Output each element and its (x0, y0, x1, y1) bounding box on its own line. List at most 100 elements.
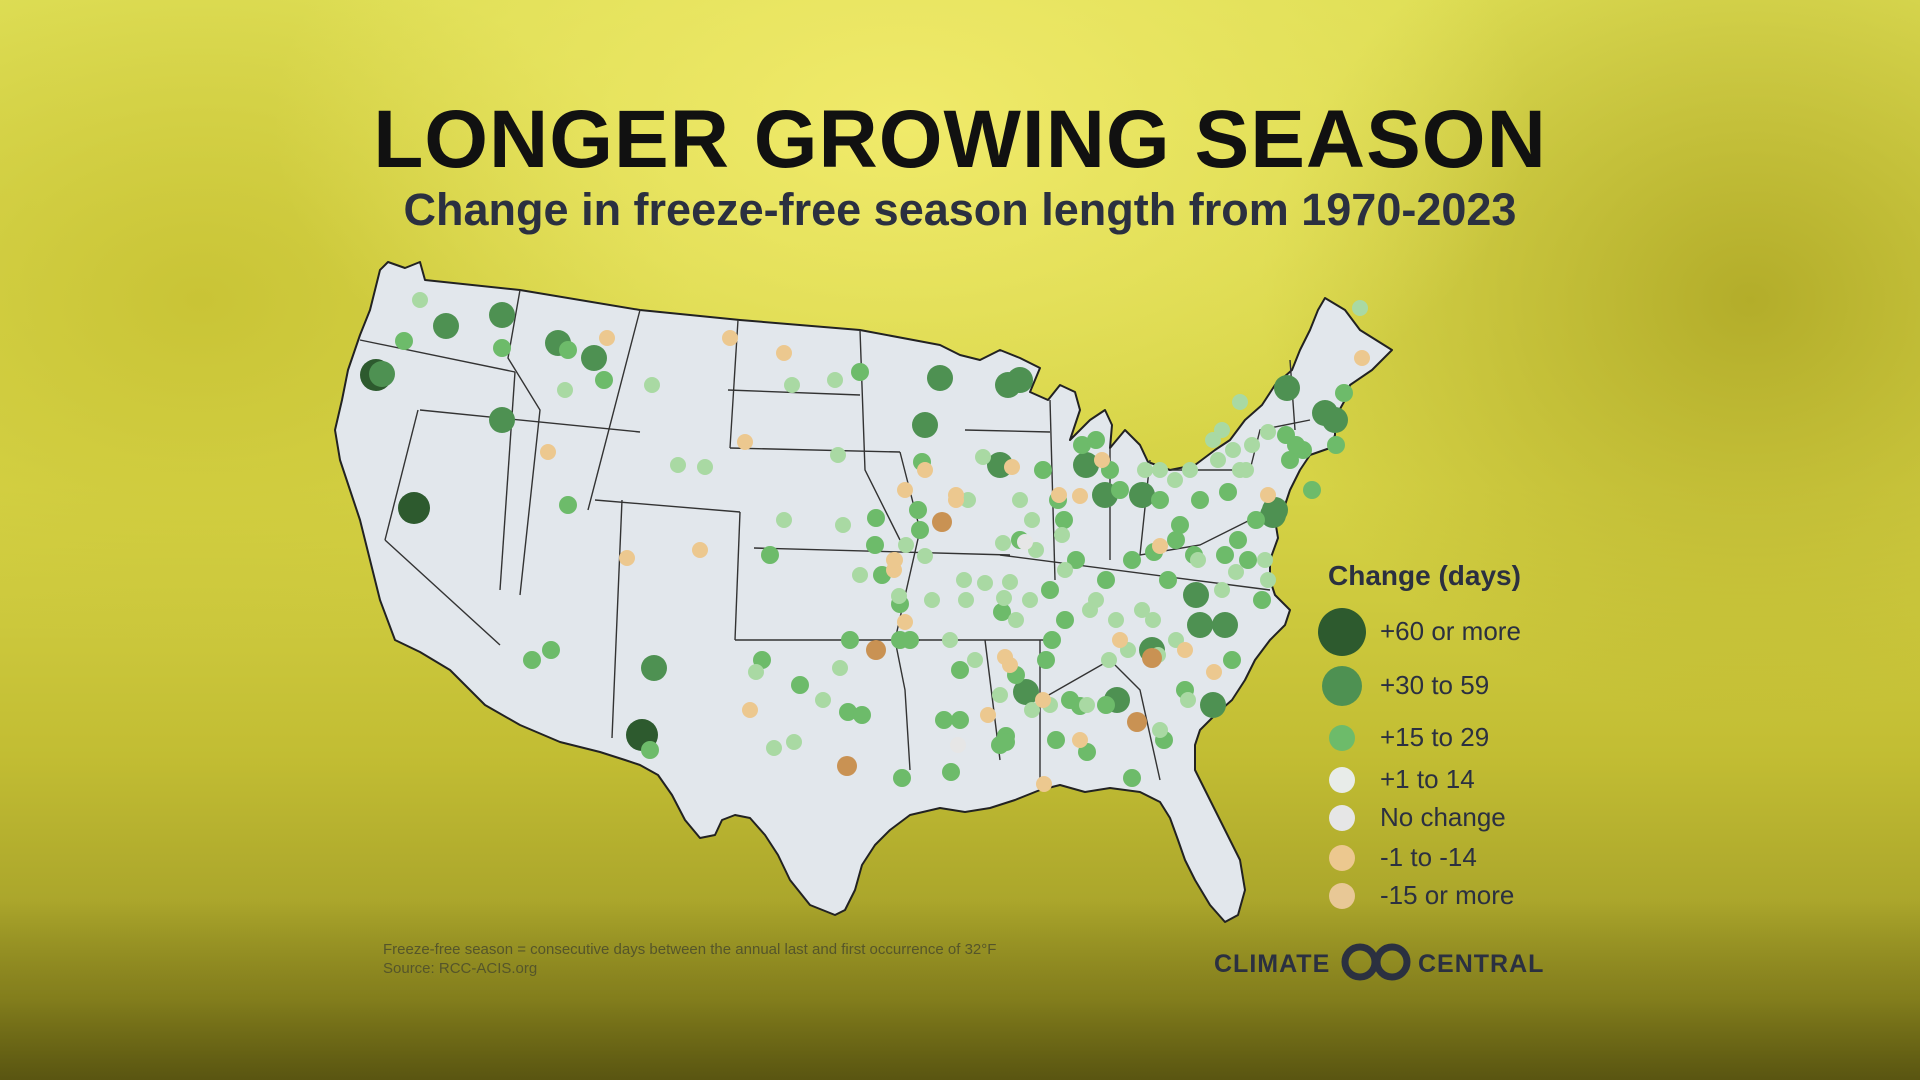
station-dot (742, 702, 758, 718)
station-dot (1002, 657, 1018, 673)
station-dot (1142, 648, 1162, 668)
station-dot (1352, 300, 1368, 316)
station-dot (827, 372, 843, 388)
legend-label: -15 or more (1380, 880, 1515, 910)
station-dot (1260, 572, 1276, 588)
station-dot (1087, 431, 1105, 449)
station-dot (815, 692, 831, 708)
station-dot (1354, 350, 1370, 366)
station-dot (1073, 436, 1091, 454)
station-dot (1187, 612, 1213, 638)
station-dot (1034, 461, 1052, 479)
station-dot (958, 592, 974, 608)
station-dot (1004, 459, 1020, 475)
station-dot (599, 330, 615, 346)
station-dot (1159, 571, 1177, 589)
legend-title: Change (days) (1328, 560, 1521, 591)
station-dot (1111, 481, 1129, 499)
station-dot (737, 434, 753, 450)
station-dot (898, 537, 914, 553)
station-dot (995, 535, 1011, 551)
station-dot (1182, 462, 1198, 478)
station-dots (360, 292, 1370, 792)
station-dot (948, 487, 964, 503)
logo-text-central: CENTRAL (1418, 950, 1545, 978)
climate-central-logo: CLIMATE CENTRAL (1214, 940, 1544, 986)
station-dot (832, 660, 848, 676)
station-dot (1108, 612, 1124, 628)
station-dot (697, 459, 713, 475)
station-dot (993, 603, 1011, 621)
station-dot (1335, 384, 1353, 402)
station-dot (886, 552, 902, 568)
station-dot (1072, 488, 1088, 504)
station-dot (891, 588, 907, 604)
station-dot (867, 509, 885, 527)
station-dot (1127, 712, 1147, 732)
station-dot (1151, 491, 1169, 509)
legend-label: +1 to 14 (1380, 764, 1475, 794)
station-dot (977, 575, 993, 591)
station-dot (911, 521, 929, 539)
station-dot (837, 756, 857, 776)
station-dot (1206, 664, 1222, 680)
station-dot (540, 444, 556, 460)
station-dot (791, 676, 809, 694)
station-dot (1180, 692, 1196, 708)
station-dot (1097, 696, 1115, 714)
station-dot (784, 377, 800, 393)
station-dot (956, 572, 972, 588)
legend-label: +60 or more (1380, 616, 1521, 646)
legend-swatch (1318, 608, 1366, 656)
station-dot (893, 769, 911, 787)
grass-background (0, 900, 1920, 1080)
station-dot (1123, 769, 1141, 787)
station-dot (975, 449, 991, 465)
station-dot (581, 345, 607, 371)
station-dot (1067, 551, 1085, 569)
station-dot (917, 462, 933, 478)
legend-item: +15 to 29 (1300, 718, 1600, 758)
page-subtitle: Change in freeze-free season length from… (403, 184, 1517, 235)
logo-rings-icon (1341, 943, 1411, 981)
station-dot (1287, 436, 1305, 454)
station-dot (1260, 487, 1276, 503)
station-dot (897, 482, 913, 498)
station-dot (980, 707, 996, 723)
station-dot (1017, 534, 1033, 550)
station-dot (992, 687, 1008, 703)
station-dot (924, 592, 940, 608)
station-dot (950, 737, 966, 753)
footnote: Freeze-free season = consecutive days be… (383, 940, 996, 978)
station-dot (967, 652, 983, 668)
station-dot (935, 711, 953, 729)
legend-item: -15 or more (1300, 876, 1600, 916)
station-dot (1002, 574, 1018, 590)
station-dot (1008, 612, 1024, 628)
legend-label: -1 to -14 (1380, 842, 1477, 872)
station-dot (761, 546, 779, 564)
page-title: LONGER GROWING SEASON (373, 94, 1547, 185)
station-dot (1134, 602, 1150, 618)
station-dot (951, 661, 969, 679)
station-dot (670, 457, 686, 473)
station-dot (835, 517, 851, 533)
station-dot (1303, 481, 1321, 499)
legend-swatch (1329, 845, 1355, 871)
footnote-definition: Freeze-free season = consecutive days be… (383, 941, 997, 958)
station-dot (1260, 502, 1286, 528)
station-dot (1274, 375, 1300, 401)
station-dot (951, 711, 969, 729)
station-dot (927, 365, 953, 391)
station-dot (1219, 483, 1237, 501)
us-map-outline (334, 261, 1393, 923)
station-dot (995, 372, 1021, 398)
station-dot (1073, 452, 1099, 478)
station-dot (996, 590, 1012, 606)
legend-item: +30 to 59 (1300, 666, 1600, 706)
station-dot (866, 536, 884, 554)
station-dot (1152, 722, 1168, 738)
station-dot (1260, 424, 1276, 440)
station-dot (692, 542, 708, 558)
